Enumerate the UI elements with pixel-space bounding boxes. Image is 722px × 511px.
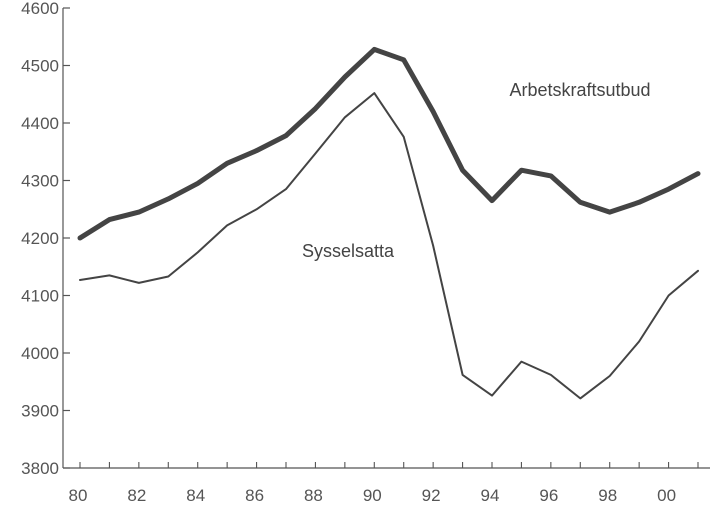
series-lines xyxy=(77,46,701,400)
y-tick-label: 4500 xyxy=(21,57,59,76)
series-label-sysselsatta: Sysselsatta xyxy=(302,241,395,261)
x-tick-label: 98 xyxy=(598,486,617,505)
x-tick-label: 00 xyxy=(657,486,676,505)
y-tick-label: 4000 xyxy=(21,344,59,363)
series-line-sysselsatta xyxy=(79,92,699,400)
y-tick-label: 3800 xyxy=(21,459,59,478)
x-tick-label: 92 xyxy=(422,486,441,505)
series-line-arbetskraftsutbud xyxy=(77,46,701,241)
y-tick-label: 4400 xyxy=(21,114,59,133)
axes: 3800 3900 4000 4100 4200 4300 4400 4500 4600 80 82… xyxy=(21,0,710,505)
x-tick-label: 94 xyxy=(481,486,500,505)
x-tick-label: 86 xyxy=(245,486,264,505)
y-tick-label: 4100 xyxy=(21,287,59,306)
x-tick-label: 82 xyxy=(127,486,146,505)
x-tick-label: 90 xyxy=(363,486,382,505)
x-tick-label: 88 xyxy=(304,486,323,505)
y-tick-label: 4200 xyxy=(21,229,59,248)
x-tick-label: 96 xyxy=(539,486,558,505)
y-tick-label: 4600 xyxy=(21,0,59,18)
y-tick-label: 4300 xyxy=(21,172,59,191)
series-label-arbetskraftsutbud: Arbetskraftsutbud xyxy=(509,80,650,100)
x-tick-label: 80 xyxy=(69,486,88,505)
x-tick-label: 84 xyxy=(186,486,205,505)
y-tick-label: 3900 xyxy=(21,402,59,421)
